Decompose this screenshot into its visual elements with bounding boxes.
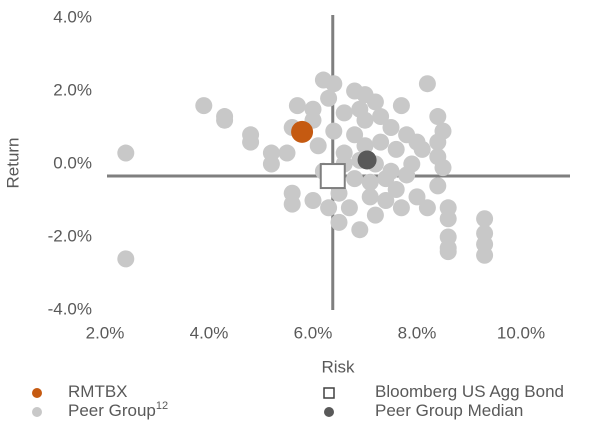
legend-name: Bloomberg US Agg Bond (375, 382, 564, 401)
legend-label: RMTBX (68, 382, 128, 401)
legend-label: Bloomberg US Agg Bond (375, 382, 564, 401)
peer-point (346, 126, 364, 144)
peer-point (408, 188, 426, 206)
peer-point (325, 122, 343, 140)
peer-point (398, 166, 416, 184)
peer-point (242, 133, 260, 151)
peer-point (361, 188, 379, 206)
peer-point (288, 97, 306, 115)
peer-point (283, 195, 301, 213)
peer-point (476, 246, 494, 264)
legend-marker (323, 387, 335, 399)
x-tick-label: 8.0% (398, 323, 437, 342)
peer-point (278, 144, 296, 162)
legend-marker (32, 407, 42, 417)
peer-point (330, 213, 348, 231)
peer-point (117, 144, 135, 162)
peer-point (387, 140, 405, 158)
peer-point (372, 108, 390, 126)
x-tick-label: 6.0% (294, 323, 333, 342)
peer-point (304, 100, 322, 118)
peer-point (392, 97, 410, 115)
peer-point (429, 108, 447, 126)
peer-point (325, 75, 343, 93)
peer-point (117, 250, 135, 268)
peer-point (382, 162, 400, 180)
benchmark-marker (319, 163, 346, 190)
peer-point (387, 181, 405, 199)
legend-note: 12 (156, 400, 168, 412)
peer-point (320, 199, 338, 217)
y-axis-label: Return (3, 137, 22, 188)
y-tick-label: 4.0% (53, 7, 92, 26)
legend-label: Peer Group12 (68, 400, 168, 421)
peer-point (309, 137, 327, 155)
peer-point (439, 243, 457, 261)
peer-point (361, 173, 379, 191)
x-tick-label: 4.0% (190, 323, 229, 342)
peer-point (262, 155, 280, 173)
y-tick-label: -4.0% (48, 299, 92, 318)
peer-point (366, 93, 384, 111)
peer-point (476, 210, 494, 228)
peer-point (320, 89, 338, 107)
legend-marker (324, 407, 334, 417)
y-tick-label: 0.0% (53, 153, 92, 172)
peer-point (377, 192, 395, 209)
x-tick-label: 10.0% (497, 323, 545, 342)
x-axis-label: Risk (321, 357, 355, 376)
legend-name: Peer Group (68, 401, 156, 420)
peer-point (351, 100, 369, 118)
peer-point (429, 177, 447, 195)
peer-point (418, 199, 436, 217)
peer-point (372, 133, 390, 151)
peer-point (195, 97, 213, 115)
peer-point (382, 119, 400, 136)
peer-point (434, 159, 452, 177)
legend-marker (32, 388, 42, 398)
peer-point (439, 210, 457, 228)
x-tick-label: 2.0% (86, 323, 125, 342)
peer-point (335, 104, 353, 122)
highlight-point (357, 150, 377, 170)
peer-point (429, 133, 447, 151)
y-tick-label: -2.0% (48, 226, 92, 245)
peer-point (366, 206, 384, 224)
peer-point (392, 199, 410, 217)
highlight-point (291, 120, 314, 143)
legend-name: Peer Group Median (375, 401, 523, 420)
peer-point (216, 111, 234, 129)
y-tick-label: 2.0% (53, 80, 92, 99)
peer-point (346, 170, 364, 188)
peer-point (340, 199, 358, 217)
peer-point (304, 192, 322, 209)
peer-point (351, 221, 369, 239)
legend-label: Peer Group Median (375, 401, 523, 420)
peer-point (408, 133, 426, 151)
legend-name: RMTBX (68, 382, 128, 401)
peer-point (356, 137, 374, 155)
peer-point (418, 75, 436, 93)
